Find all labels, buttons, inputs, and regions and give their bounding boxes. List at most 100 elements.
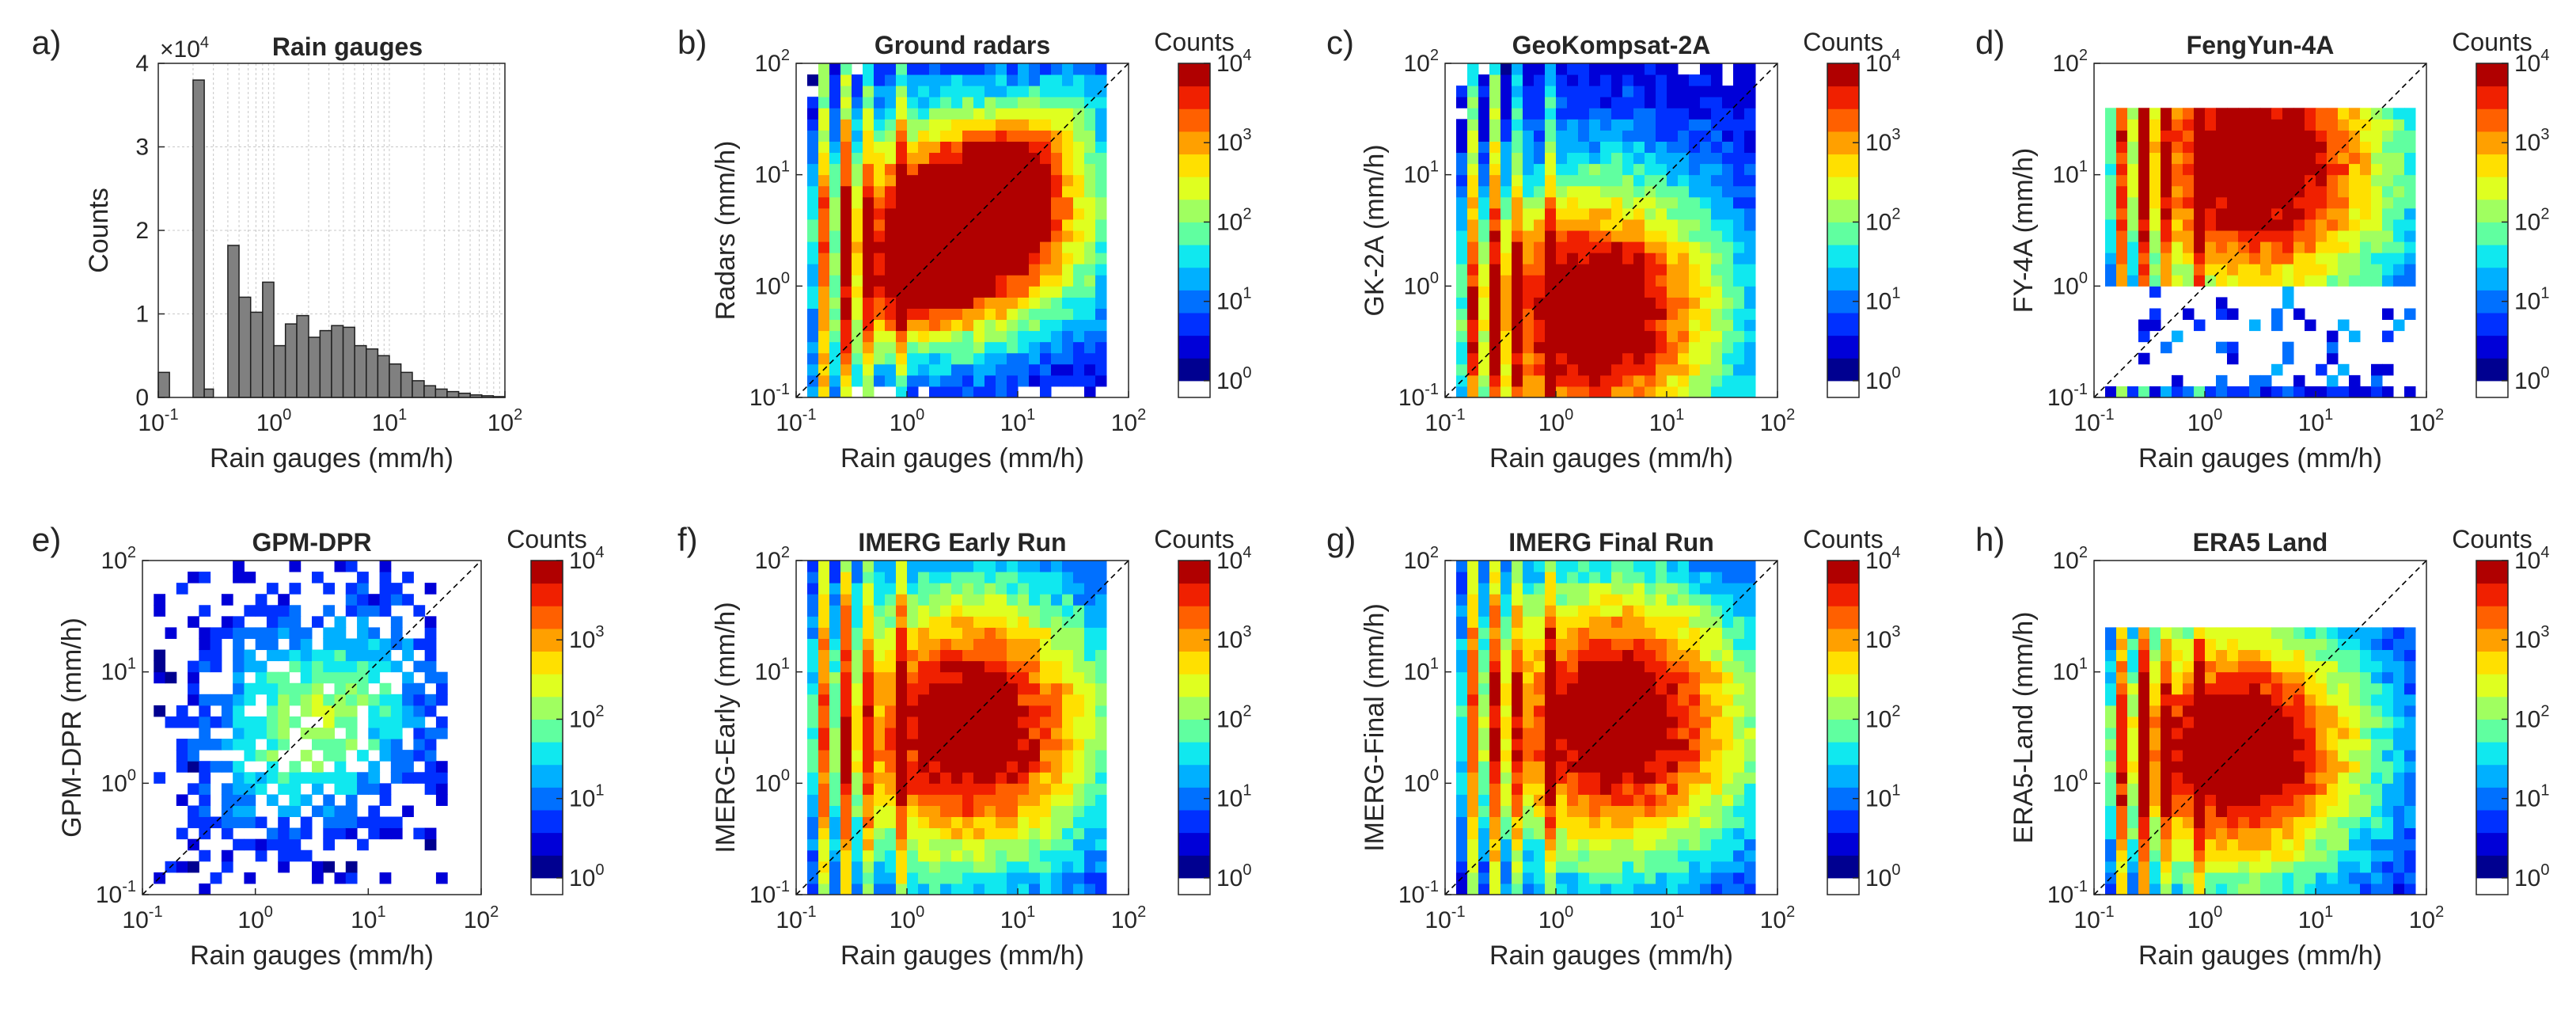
heatmap-cell: [1600, 849, 1612, 862]
heatmap-cell: [165, 671, 177, 684]
heatmap-cell: [984, 141, 996, 154]
heatmap-cell: [1534, 838, 1546, 851]
heatmap-cell: [435, 682, 448, 695]
heatmap-cell: [1578, 174, 1590, 187]
heatmap-cell: [1733, 682, 1745, 695]
heatmap-cell: [1556, 849, 1568, 862]
heatmap-cell: [984, 883, 996, 895]
heatmap-cell: [863, 341, 874, 354]
heatmap-cell: [984, 86, 996, 97]
heatmap-cell: [2183, 872, 2195, 884]
heatmap-cell: [2360, 152, 2372, 165]
x-tick-label: 101: [351, 903, 386, 933]
heatmap-cell: [1633, 330, 1645, 343]
heatmap-cell: [2172, 772, 2183, 784]
heatmap-cell: [1456, 86, 1468, 97]
heatmap-cell: [1040, 185, 1052, 198]
heatmap-cell: [2349, 374, 2361, 387]
heatmap-cell: [852, 352, 863, 365]
heatmap-cell: [840, 63, 852, 75]
heatmap-cell: [2138, 386, 2150, 398]
heatmap-cell: [1589, 97, 1601, 108]
heatmap-cell: [255, 816, 267, 829]
heatmap-cell: [863, 352, 874, 365]
heatmap-cell: [907, 705, 919, 717]
heatmap-cell: [1084, 130, 1096, 142]
heatmap-cell: [1556, 739, 1568, 751]
heatmap-cell: [829, 308, 841, 321]
heatmap-cell: [244, 750, 256, 762]
x-tick-label: 101: [372, 406, 408, 436]
heatmap-cell: [1095, 264, 1107, 276]
heatmap-cell: [1007, 583, 1019, 595]
heatmap-cell: [1578, 605, 1590, 617]
panel-label: f): [677, 521, 698, 558]
heatmap-cell: [1589, 219, 1601, 231]
heatmap-cell: [962, 207, 974, 220]
heatmap-cells: [1456, 63, 1756, 398]
heatmap-cell: [2205, 838, 2217, 851]
y-tick-label: 102: [755, 47, 791, 77]
heatmap-cell: [1744, 705, 1756, 717]
heatmap-cell: [1489, 163, 1501, 176]
heatmap-cell: [2161, 649, 2172, 662]
heatmap-cell: [1578, 130, 1590, 142]
heatmap-cell: [885, 638, 897, 651]
heatmap-cell: [1545, 207, 1557, 220]
heatmap-cell: [221, 594, 233, 606]
heatmap-cell: [885, 363, 897, 376]
x-tick-label: 10-1: [138, 406, 178, 436]
heatmap-cell: [1744, 363, 1756, 376]
heatmap-cell: [345, 772, 358, 784]
heatmap-cell: [1489, 638, 1501, 651]
heatmap-cell: [2404, 241, 2416, 253]
heatmap-cell: [2116, 872, 2128, 884]
heatmap-cell: [1545, 119, 1557, 131]
colorbar-box: [1827, 560, 1860, 895]
heatmap-cell: [1523, 108, 1535, 120]
heatmap-cell: [840, 872, 852, 884]
heatmap-cell: [1534, 728, 1546, 739]
heatmap-cell: [2216, 705, 2228, 717]
heatmap-cell: [1744, 861, 1756, 873]
heatmap-cell: [1722, 152, 1734, 165]
heatmap-cell: [2127, 805, 2139, 818]
heatmap-cell: [1722, 627, 1734, 639]
heatmap-cell: [1523, 241, 1535, 253]
heatmap-cell: [2282, 761, 2294, 773]
heatmap-cell: [1523, 861, 1535, 873]
heatmap-cell: [2260, 119, 2272, 131]
heatmap-cell: [1656, 163, 1667, 176]
heatmap-cell: [2371, 386, 2383, 398]
heatmap-cell: [278, 605, 290, 617]
heatmap-cell: [996, 705, 1007, 717]
colorbar-tick-label: 103: [1216, 623, 1252, 653]
heatmap-cell: [334, 660, 347, 673]
heatmap-cell: [424, 827, 437, 840]
heatmap-cell: [852, 561, 863, 572]
heatmap-cell: [2282, 671, 2294, 684]
heatmap-cell: [1534, 638, 1546, 651]
heatmap-cell: [413, 827, 426, 840]
heatmap-cell: [2227, 849, 2239, 862]
heatmap-cell: [1589, 363, 1601, 376]
heatmap-cell: [1700, 772, 1712, 784]
heatmap-cell: [2161, 185, 2172, 198]
heatmap-cell: [929, 286, 941, 298]
heatmap-cell: [973, 241, 985, 253]
heatmap-cell: [896, 163, 908, 176]
heatmap-cell: [379, 561, 392, 572]
heatmap-cell: [1589, 716, 1601, 728]
heatmap-cell: [2205, 649, 2217, 662]
axes-box: [1444, 560, 1778, 895]
heatmap-cell: [1478, 275, 1490, 287]
heatmap-cell: [2249, 739, 2261, 751]
heatmap-cell: [829, 883, 841, 895]
heatmap-cell: [1744, 74, 1756, 86]
heatmap-cell: [2149, 264, 2161, 276]
heatmap-cell: [2138, 694, 2150, 706]
heatmap-cell: [940, 583, 952, 595]
heatmap-cell: [973, 286, 985, 298]
heatmap-cell: [940, 605, 952, 617]
heatmap-cell: [199, 794, 211, 806]
